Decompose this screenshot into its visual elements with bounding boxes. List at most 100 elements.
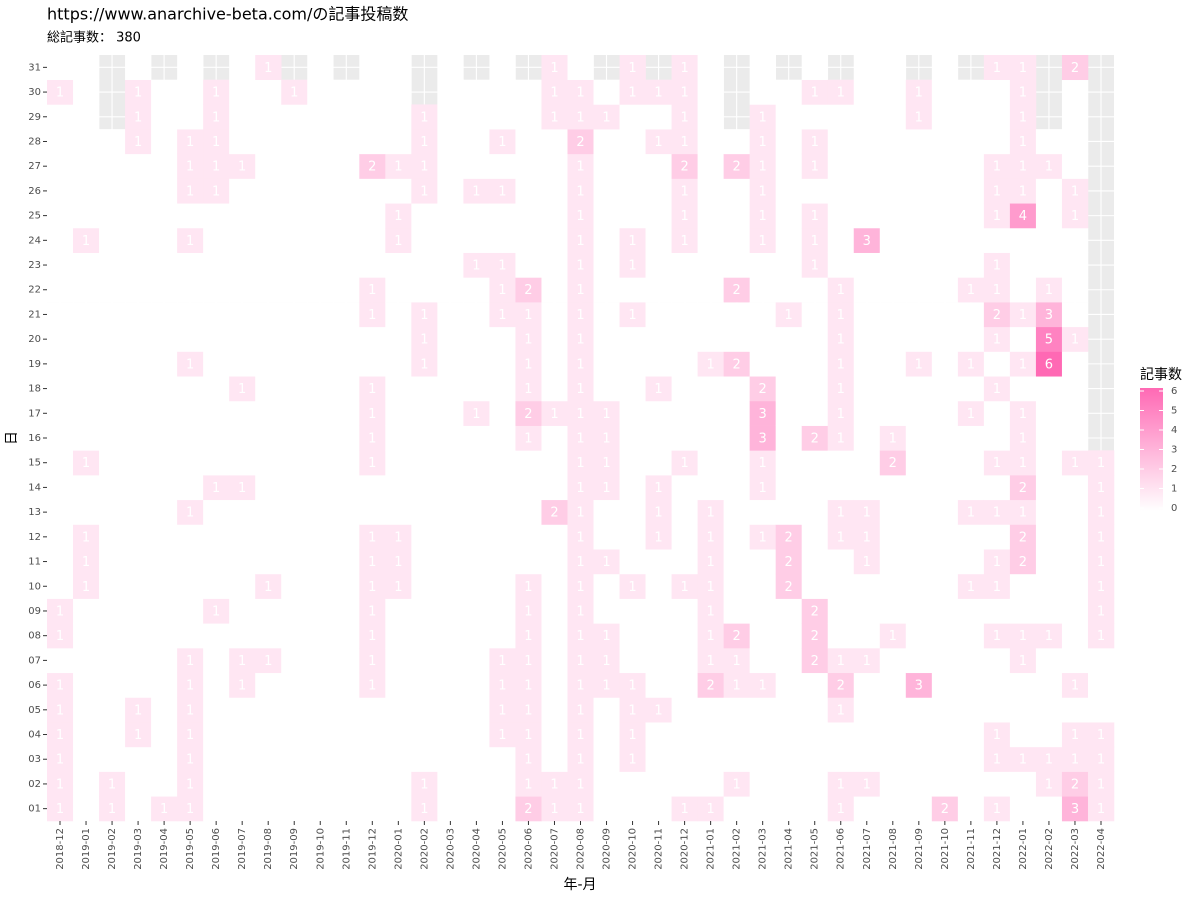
tile-label: 1 xyxy=(993,259,1001,274)
tile-label: 1 xyxy=(811,160,819,175)
tile xyxy=(307,252,334,278)
tile xyxy=(489,549,516,575)
y-tick-label: 21 xyxy=(28,309,41,320)
tile xyxy=(73,153,100,179)
tile xyxy=(281,252,308,278)
tile-label: 1 xyxy=(993,753,1001,768)
tile xyxy=(1035,549,1063,575)
tile xyxy=(567,425,594,451)
tile xyxy=(515,697,542,723)
tile xyxy=(983,549,1011,575)
tile xyxy=(801,376,829,402)
tile xyxy=(281,153,308,179)
tile xyxy=(177,796,204,822)
tile xyxy=(489,524,516,550)
tile xyxy=(645,400,672,426)
tile xyxy=(1061,623,1089,649)
tile xyxy=(203,425,230,451)
tile xyxy=(177,302,204,328)
tile-label: 2 xyxy=(1071,777,1079,792)
x-tick-label: 2020-02 xyxy=(419,828,430,870)
tile xyxy=(1087,499,1115,525)
tile-label: 1 xyxy=(420,777,428,792)
tile-label: 1 xyxy=(134,135,142,150)
tile xyxy=(99,623,126,649)
tile-label: 1 xyxy=(1019,110,1027,125)
tile xyxy=(619,104,646,130)
tile xyxy=(151,499,178,525)
tile xyxy=(515,524,542,550)
tile xyxy=(905,623,933,649)
tile xyxy=(671,227,698,253)
tile-label: 1 xyxy=(420,135,428,150)
y-tick-label: 18 xyxy=(28,384,41,395)
tile xyxy=(1009,104,1037,130)
tile xyxy=(541,79,568,105)
tile xyxy=(983,129,1011,155)
tile xyxy=(723,252,750,278)
tile xyxy=(255,400,282,426)
tile xyxy=(931,499,959,525)
tile xyxy=(489,648,516,674)
tile xyxy=(73,672,100,698)
y-tick-label: 09 xyxy=(28,606,41,617)
tile xyxy=(255,153,282,179)
tile xyxy=(1009,376,1037,402)
tile-label: 1 xyxy=(1097,604,1105,619)
tile xyxy=(515,351,542,377)
tile xyxy=(177,326,204,352)
tile xyxy=(307,376,334,402)
tile-label: 4 xyxy=(1019,209,1027,224)
tile xyxy=(177,252,204,278)
tile xyxy=(619,648,646,674)
tile-label: 1 xyxy=(680,456,688,471)
tile-label: 1 xyxy=(134,703,142,718)
tile-label: 1 xyxy=(56,629,64,644)
tile xyxy=(515,252,542,278)
tile-label: 1 xyxy=(1071,456,1079,471)
tile xyxy=(125,129,152,155)
tile xyxy=(99,400,126,426)
tile xyxy=(697,672,724,698)
tile xyxy=(775,104,803,130)
tile xyxy=(47,252,74,278)
tile xyxy=(255,326,282,352)
tile-label: 1 xyxy=(82,555,90,570)
tile xyxy=(177,277,204,303)
tile xyxy=(593,153,620,179)
tile-label: 1 xyxy=(576,184,584,199)
tile xyxy=(1035,598,1063,624)
tile xyxy=(255,475,282,501)
tile xyxy=(151,79,178,105)
tile xyxy=(203,376,230,402)
tile-label: 1 xyxy=(576,234,584,249)
tile-label: 1 xyxy=(82,234,90,249)
tile xyxy=(411,104,438,130)
tile xyxy=(515,400,542,426)
tile xyxy=(1087,771,1115,797)
tile xyxy=(1061,598,1089,624)
tile xyxy=(749,351,776,377)
chart-subtitle: 総記事数： 380 xyxy=(47,30,141,46)
tile xyxy=(333,203,360,229)
tile xyxy=(411,746,438,772)
tile-label: 1 xyxy=(420,308,428,323)
tile xyxy=(541,450,568,476)
y-tick-label: 03 xyxy=(28,754,41,765)
tile xyxy=(619,425,646,451)
tile xyxy=(125,277,152,303)
tile xyxy=(775,746,803,772)
tile-label: 1 xyxy=(56,728,64,743)
tile xyxy=(983,623,1011,649)
tile xyxy=(411,425,438,451)
tile xyxy=(489,351,516,377)
tile xyxy=(489,796,516,822)
tile xyxy=(255,425,282,451)
tile xyxy=(853,252,881,278)
tile xyxy=(593,326,620,352)
tile xyxy=(489,623,516,649)
tile xyxy=(203,227,230,253)
tile-label: 1 xyxy=(706,580,714,595)
x-tick-label: 2019-03 xyxy=(133,828,144,870)
tile-label: 1 xyxy=(1097,728,1105,743)
